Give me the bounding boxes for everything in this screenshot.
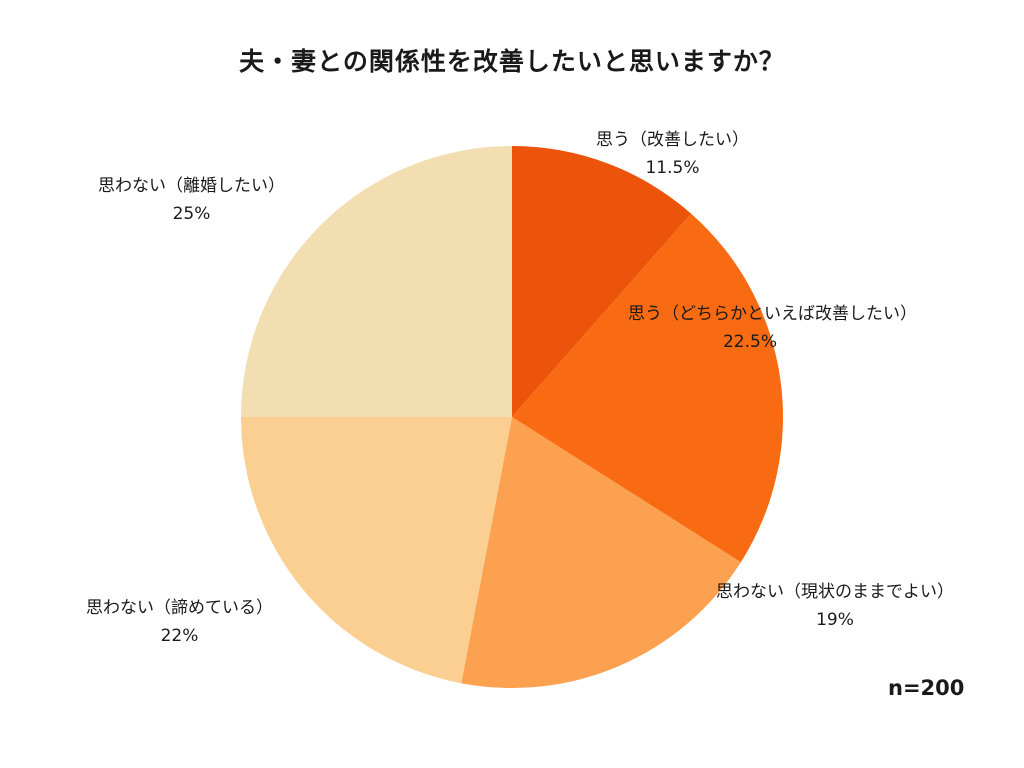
slice-label-dochiraka: 思う（どちらかといえば改善したい） 22.5%	[628, 300, 917, 356]
label-name: 思う（改善したい）	[596, 130, 749, 150]
label-percent: 22%	[160, 626, 199, 646]
label-name: 思わない（現状のままでよい）	[716, 582, 954, 602]
slice-label-akirame: 思わない（諦めている） 22%	[86, 594, 273, 650]
label-name: 思わない（離婚したい）	[98, 176, 285, 196]
pie-slice	[512, 213, 784, 563]
pie-slice	[461, 417, 741, 688]
slice-label-genjou: 思わない（現状のままでよい） 19%	[716, 578, 954, 634]
label-percent: 25%	[172, 204, 211, 224]
slice-label-rikon: 思わない（離婚したい） 25%	[98, 172, 285, 228]
slice-label-kaizen: 思う（改善したい） 11.5%	[596, 126, 749, 182]
label-name: 思わない（諦めている）	[86, 598, 273, 618]
label-percent: 19%	[816, 610, 854, 630]
label-name: 思う（どちらかといえば改善したい）	[628, 304, 917, 324]
label-percent: 22.5%	[722, 332, 777, 352]
pie-slice	[241, 417, 512, 684]
pie-slices	[241, 146, 784, 688]
pie-slice	[241, 146, 512, 417]
label-percent: 11.5%	[645, 158, 700, 178]
sample-size: n=200	[888, 676, 965, 700]
chart-title: 夫・妻との関係性を改善したいと思いますか？	[239, 47, 785, 76]
pie-slice	[512, 146, 692, 417]
